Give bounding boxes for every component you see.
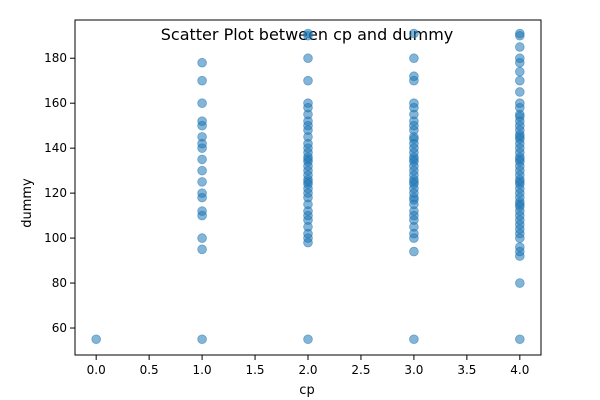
- data-point: [198, 117, 207, 126]
- y-tick-label: 140: [44, 141, 67, 155]
- data-point: [515, 243, 524, 252]
- y-tick-label: 120: [44, 186, 67, 200]
- data-point: [198, 155, 207, 164]
- data-point: [198, 189, 207, 198]
- data-point: [198, 207, 207, 216]
- x-tick-label: 3.5: [457, 363, 476, 377]
- x-tick-label: 1.5: [245, 363, 264, 377]
- x-tick-label: 3.0: [404, 363, 423, 377]
- x-tick-label: 0.5: [140, 363, 159, 377]
- x-tick-label: 1.0: [193, 363, 212, 377]
- data-point: [198, 335, 207, 344]
- y-tick-label: 180: [44, 51, 67, 65]
- data-point: [410, 54, 419, 63]
- data-point: [515, 99, 524, 108]
- data-point: [410, 29, 419, 38]
- x-axis-label: cp: [299, 383, 314, 398]
- x-tick-label: 2.5: [351, 363, 370, 377]
- data-point: [515, 76, 524, 85]
- data-point: [304, 99, 313, 108]
- data-point: [198, 133, 207, 142]
- data-point: [304, 335, 313, 344]
- y-axis-label: dummy: [20, 178, 35, 228]
- data-point: [304, 76, 313, 85]
- data-point: [515, 29, 524, 38]
- y-tick-label: 80: [52, 276, 67, 290]
- y-tick-label: 160: [44, 96, 67, 110]
- data-point: [515, 67, 524, 76]
- x-tick-label: 2.0: [298, 363, 317, 377]
- data-point: [198, 177, 207, 186]
- data-point: [515, 335, 524, 344]
- x-tick-label: 0.0: [87, 363, 106, 377]
- data-point: [515, 54, 524, 63]
- data-point: [515, 88, 524, 97]
- x-tick-label: 4.0: [510, 363, 529, 377]
- data-point: [304, 29, 313, 38]
- data-point: [198, 166, 207, 175]
- y-tick-label: 100: [44, 231, 67, 245]
- data-point: [410, 99, 419, 108]
- data-point: [515, 279, 524, 288]
- data-point: [304, 54, 313, 63]
- data-point: [198, 58, 207, 67]
- data-point: [198, 76, 207, 85]
- data-point: [198, 245, 207, 254]
- y-tick-label: 60: [52, 321, 67, 335]
- data-point: [92, 335, 101, 344]
- data-point: [198, 99, 207, 108]
- data-point: [198, 234, 207, 243]
- data-point: [410, 247, 419, 256]
- data-point: [410, 72, 419, 81]
- data-point: [410, 335, 419, 344]
- data-point: [515, 43, 524, 52]
